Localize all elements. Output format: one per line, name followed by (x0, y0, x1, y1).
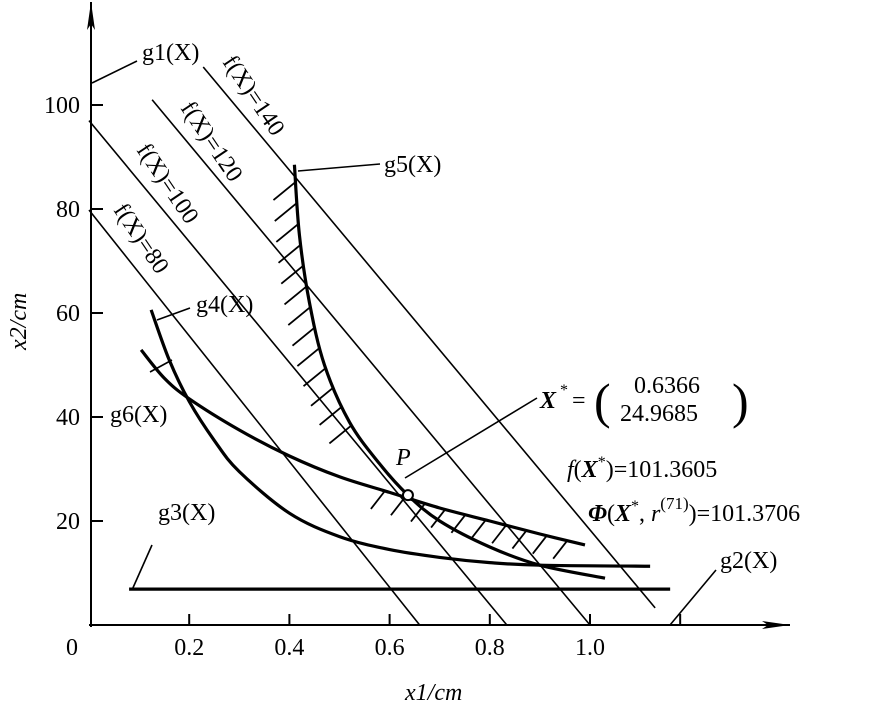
x-axis-label: x1/cm (404, 680, 462, 706)
axes (87, 2, 790, 629)
svg-text:=: = (572, 388, 586, 414)
hatch-mark (532, 535, 548, 555)
g5-label: g5(X) (384, 152, 441, 178)
hatch-mark (471, 519, 487, 539)
hatch-mark (370, 490, 386, 510)
constraint-g4 (149, 309, 651, 568)
svg-text:): ) (732, 373, 749, 429)
hatch-mark (310, 387, 334, 407)
x-tick-label: 0.6 (375, 635, 405, 661)
point-p-label: P (395, 445, 411, 471)
g1-label: g1(X) (142, 40, 199, 66)
hatch-mark (277, 244, 302, 264)
svg-text:0.6366: 0.6366 (634, 373, 700, 399)
hatch-mark (275, 223, 299, 243)
contour-80 (88, 209, 421, 626)
hatch-mark (272, 181, 297, 201)
hatch-mark (430, 508, 446, 529)
hatch-mark (296, 347, 320, 367)
f-value-annotation: f(X*)=101.3605 (567, 454, 717, 483)
hatch-mark (319, 406, 343, 426)
y-tick-label: 20 (56, 509, 80, 535)
contour-120 (151, 99, 591, 626)
optimum-point-p (401, 489, 414, 502)
hatch-mark (302, 367, 327, 387)
g6-label: g6(X) (110, 402, 167, 428)
hatch-mark (552, 540, 568, 560)
y-axis-label: x2/cm (6, 293, 32, 351)
hatch-mark (274, 202, 298, 222)
svg-text:Φ(X*, r(71))=101.3706: Φ(X*, r(71))=101.3706 (588, 494, 800, 527)
x-tick-label: 0.4 (274, 635, 304, 661)
x-star-annotation: X * = ( 0.6366 24.9685 ) (539, 373, 749, 429)
leader-lines (91, 60, 717, 626)
origin-label: 0 (66, 635, 78, 661)
hatch-mark (328, 424, 352, 445)
hatch-mark (283, 285, 308, 306)
svg-text:f(X*)=101.3605: f(X*)=101.3605 (567, 454, 717, 483)
x-tick-label: 1.0 (575, 635, 605, 661)
svg-text:*: * (560, 382, 568, 399)
hatch-mark (511, 530, 528, 550)
svg-text:(: ( (594, 373, 611, 429)
hatch-mark (410, 503, 426, 523)
contour-100 (88, 120, 508, 626)
y-tick-label: 60 (56, 301, 80, 327)
f120-label: f(X)=120 (175, 97, 247, 187)
hatch-mark (491, 524, 507, 544)
svg-text:24.9685: 24.9685 (620, 401, 698, 427)
x-tick-label: 0.2 (174, 635, 204, 661)
y-tick-label: 80 (56, 197, 80, 223)
feasible-region-hatching (272, 181, 568, 560)
constraint-g5 (292, 164, 606, 580)
contour-140 (202, 66, 656, 609)
hatch-mark (390, 496, 406, 516)
x-tick-label: 0.8 (475, 635, 505, 661)
constraint-g6 (139, 348, 586, 547)
g2-label: g2(X) (720, 548, 777, 574)
svg-text:X: X (539, 388, 557, 414)
hatch-mark (291, 326, 316, 347)
g3-label: g3(X) (158, 500, 215, 526)
hatch-mark (450, 514, 467, 534)
g4-label: g4(X) (196, 292, 253, 318)
phi-value-annotation: Φ(X*, r(71))=101.3706 (588, 494, 800, 527)
y-tick-label: 40 (56, 405, 80, 431)
hatch-mark (287, 306, 311, 326)
y-tick-label: 100 (44, 93, 80, 119)
hatch-mark (280, 264, 304, 285)
